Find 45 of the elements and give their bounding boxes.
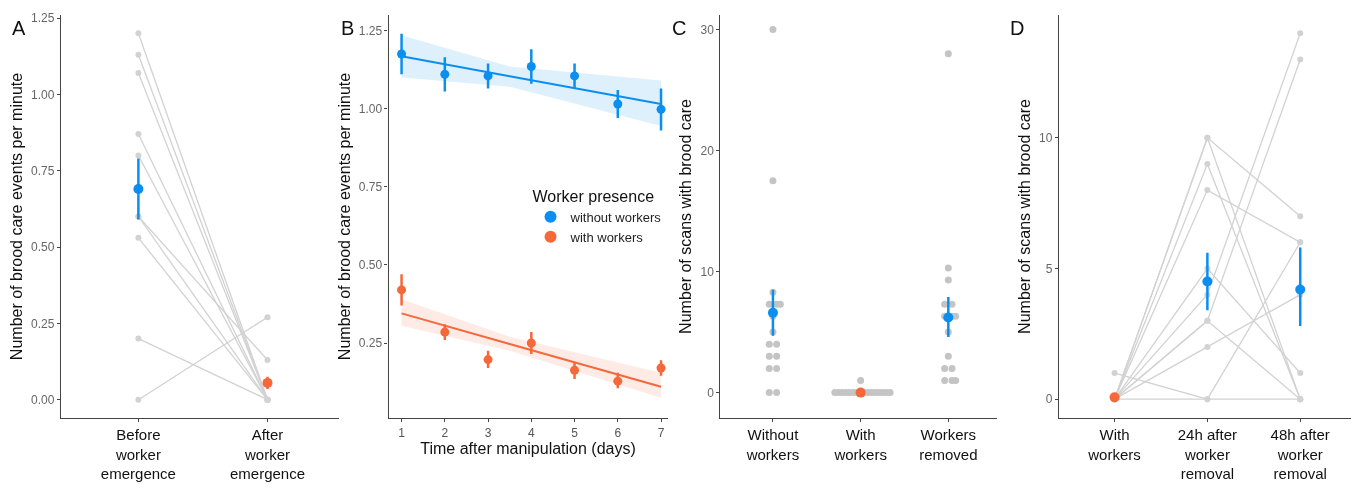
y-axis-title: Number of scans with brood care [677,99,695,334]
text: D [1010,17,1025,39]
x-tick-label: With workers [1087,426,1141,463]
y-tick-label: 0.00 [31,392,55,407]
y-tick-label: 0.50 [358,258,383,273]
legend-title: Worker presence [532,187,655,205]
x-tick-label: Workers removed [919,426,978,463]
y-tick-label: 0 [707,385,715,400]
y-tick-label: 0.25 [31,316,55,331]
x-tick-label: 5 [571,425,579,440]
y-tick-label: 5 [1045,261,1053,276]
x-tick-label: After worker emergence [229,426,306,483]
y-tick-label: 30 [700,22,715,37]
text: C [672,17,687,39]
y-tick-label: 1.25 [31,11,55,26]
x-tick-label: With workers [833,426,887,463]
x-axis-title: Time after manipulation (days) [420,440,636,458]
text: B [341,17,355,39]
x-tick-label: 6 [614,425,622,440]
x-tick-label: 4 [527,425,535,440]
y-tick-label: 1.00 [358,101,383,116]
text: A [12,17,26,39]
x-tick-label: 1 [398,425,406,440]
legend-label: without workers [569,209,662,225]
x-tick-label: 7 [657,425,665,440]
y-tick-label: 1.00 [31,87,55,102]
y-tick-label: 10 [700,264,715,279]
y-tick-label: 0.75 [358,180,383,195]
y-tick-label: 0.75 [31,163,55,178]
x-tick-label: 48h after worker removal [1270,426,1330,483]
y-axis-title: Number of scans with brood care [1015,99,1033,334]
y-tick-label: 0 [1045,392,1053,407]
y-tick-label: 20 [700,143,715,158]
x-tick-label: 24h after worker removal [1177,426,1237,483]
x-tick-label: Before worker emergence [100,426,176,483]
y-tick-label: 0.25 [358,336,383,351]
x-tick-label: Without workers [745,426,800,463]
x-tick-label: 3 [484,425,492,440]
legend-label: with workers [569,229,644,245]
y-tick-label: 10 [1038,131,1053,146]
y-axis-title: Number of brood care events per minute [335,72,353,361]
y-tick-label: 0.50 [31,240,55,255]
x-tick-label: 2 [441,425,449,440]
y-tick-label: 1.25 [358,23,383,38]
y-axis-title: Number of brood care events per minute [7,72,25,361]
